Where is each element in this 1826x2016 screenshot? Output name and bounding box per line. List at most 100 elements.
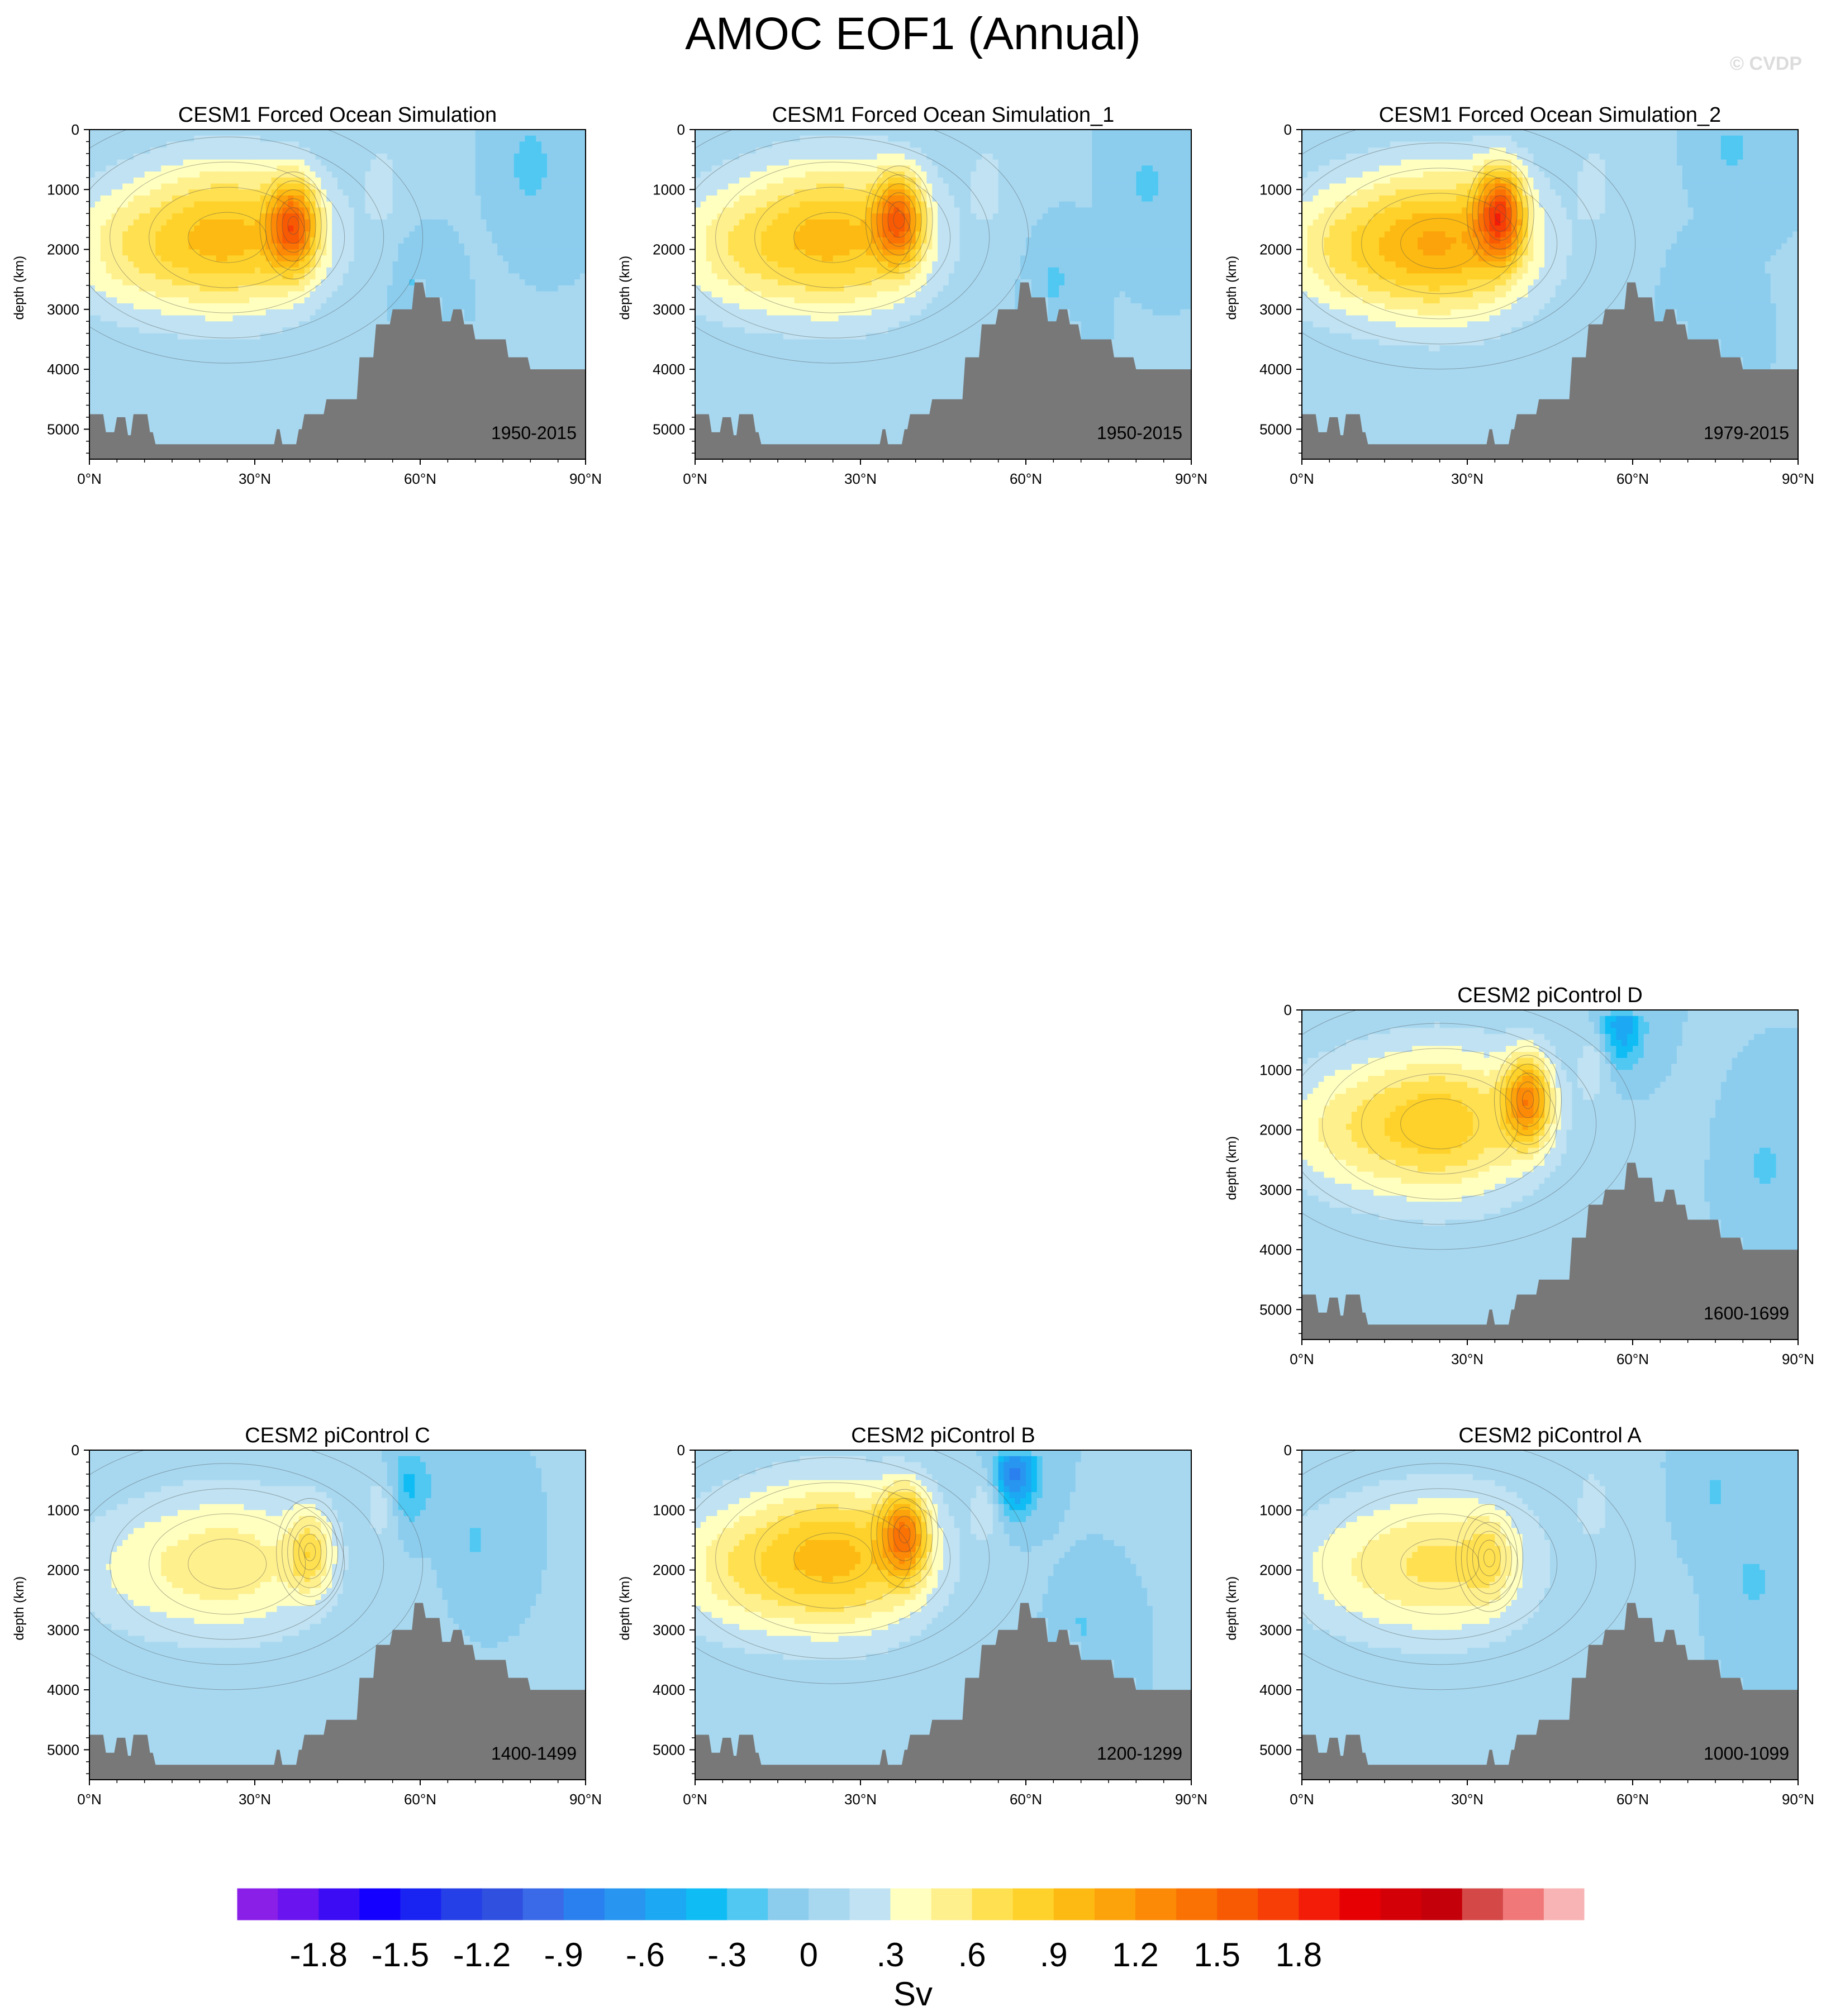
field-cell (139, 279, 145, 286)
field-cell (326, 375, 332, 382)
field-cell (298, 333, 305, 340)
field-cell (354, 339, 360, 346)
field-cell (392, 141, 399, 148)
field-cell (144, 279, 151, 286)
field-cell (436, 196, 443, 202)
field-cell (359, 285, 365, 292)
field-cell (354, 135, 360, 142)
field-cell (475, 321, 482, 328)
field-cell (177, 279, 184, 286)
field-cell (144, 196, 151, 202)
field-cell (436, 273, 443, 280)
field-cell (172, 405, 178, 412)
field-cell (211, 423, 217, 430)
field-cell (459, 153, 465, 160)
field-cell (370, 135, 377, 142)
field-cell (321, 165, 327, 172)
field-cell (359, 207, 365, 214)
field-cell (205, 225, 211, 232)
field-cell (260, 291, 267, 298)
field-cell (436, 177, 443, 184)
field-cell (348, 279, 355, 286)
field-cell (232, 225, 239, 232)
field-cell (89, 315, 96, 322)
field-cell (111, 255, 117, 262)
field-cell (288, 243, 294, 250)
field-cell (211, 435, 217, 442)
field-cell (453, 177, 459, 184)
field-cell (315, 177, 321, 184)
field-cell (381, 171, 388, 178)
field-cell (177, 196, 184, 202)
field-cell (530, 279, 536, 286)
field-cell (260, 165, 267, 172)
field-cell (293, 196, 299, 202)
field-cell (525, 309, 531, 316)
field-cell (293, 153, 299, 160)
field-cell (469, 130, 476, 136)
field-cell (89, 291, 96, 298)
field-cell (293, 135, 299, 142)
field-cell (89, 405, 96, 412)
field-cell (288, 261, 294, 268)
field-cell (558, 273, 564, 280)
field-cell (298, 261, 305, 268)
field-cell (133, 309, 140, 316)
field-cell (387, 225, 393, 232)
field-cell (221, 183, 228, 190)
field-cell (244, 351, 250, 358)
field-cell (387, 291, 393, 298)
field-cell (161, 159, 167, 166)
field-cell (580, 183, 586, 190)
field-cell (337, 309, 344, 316)
field-cell (161, 321, 167, 328)
field-cell (448, 237, 454, 244)
field-cell (536, 267, 542, 274)
field-cell (100, 387, 107, 394)
field-cell (326, 303, 332, 310)
field-cell (106, 201, 112, 208)
field-cell (194, 273, 200, 280)
field-cell (546, 249, 553, 256)
field-cell (177, 435, 184, 442)
field-cell (387, 267, 393, 274)
field-cell (199, 423, 206, 430)
field-cell (486, 297, 492, 304)
field-cell (310, 183, 316, 190)
field-cell (265, 327, 272, 334)
field-cell (525, 219, 531, 226)
field-cell (177, 225, 184, 232)
field-cell (128, 423, 134, 430)
field-cell (359, 225, 365, 232)
field-cell (486, 141, 492, 148)
field-cell (260, 423, 267, 430)
field-cell (117, 345, 123, 352)
field-cell (155, 303, 161, 310)
field-cell (128, 213, 134, 220)
field-cell (144, 147, 151, 154)
field-cell (425, 165, 432, 172)
field-cell (508, 171, 515, 178)
field-cell (211, 357, 217, 364)
field-cell (365, 147, 371, 154)
field-cell (271, 315, 278, 322)
field-cell (525, 189, 531, 196)
field-cell (221, 327, 228, 334)
field-cell (481, 321, 487, 328)
field-cell (139, 327, 145, 334)
field-cell (199, 130, 206, 136)
field-cell (188, 357, 195, 364)
field-cell (354, 171, 360, 178)
field-cell (188, 267, 195, 274)
field-cell (211, 201, 217, 208)
field-cell (469, 189, 476, 196)
field-cell (94, 237, 101, 244)
field-cell (370, 213, 377, 220)
field-cell (530, 153, 536, 160)
field-cell (144, 387, 151, 394)
field-cell (128, 249, 134, 256)
field-cell (541, 153, 548, 160)
field-cell (552, 309, 559, 316)
field-cell (89, 243, 96, 250)
field-cell (216, 237, 222, 244)
